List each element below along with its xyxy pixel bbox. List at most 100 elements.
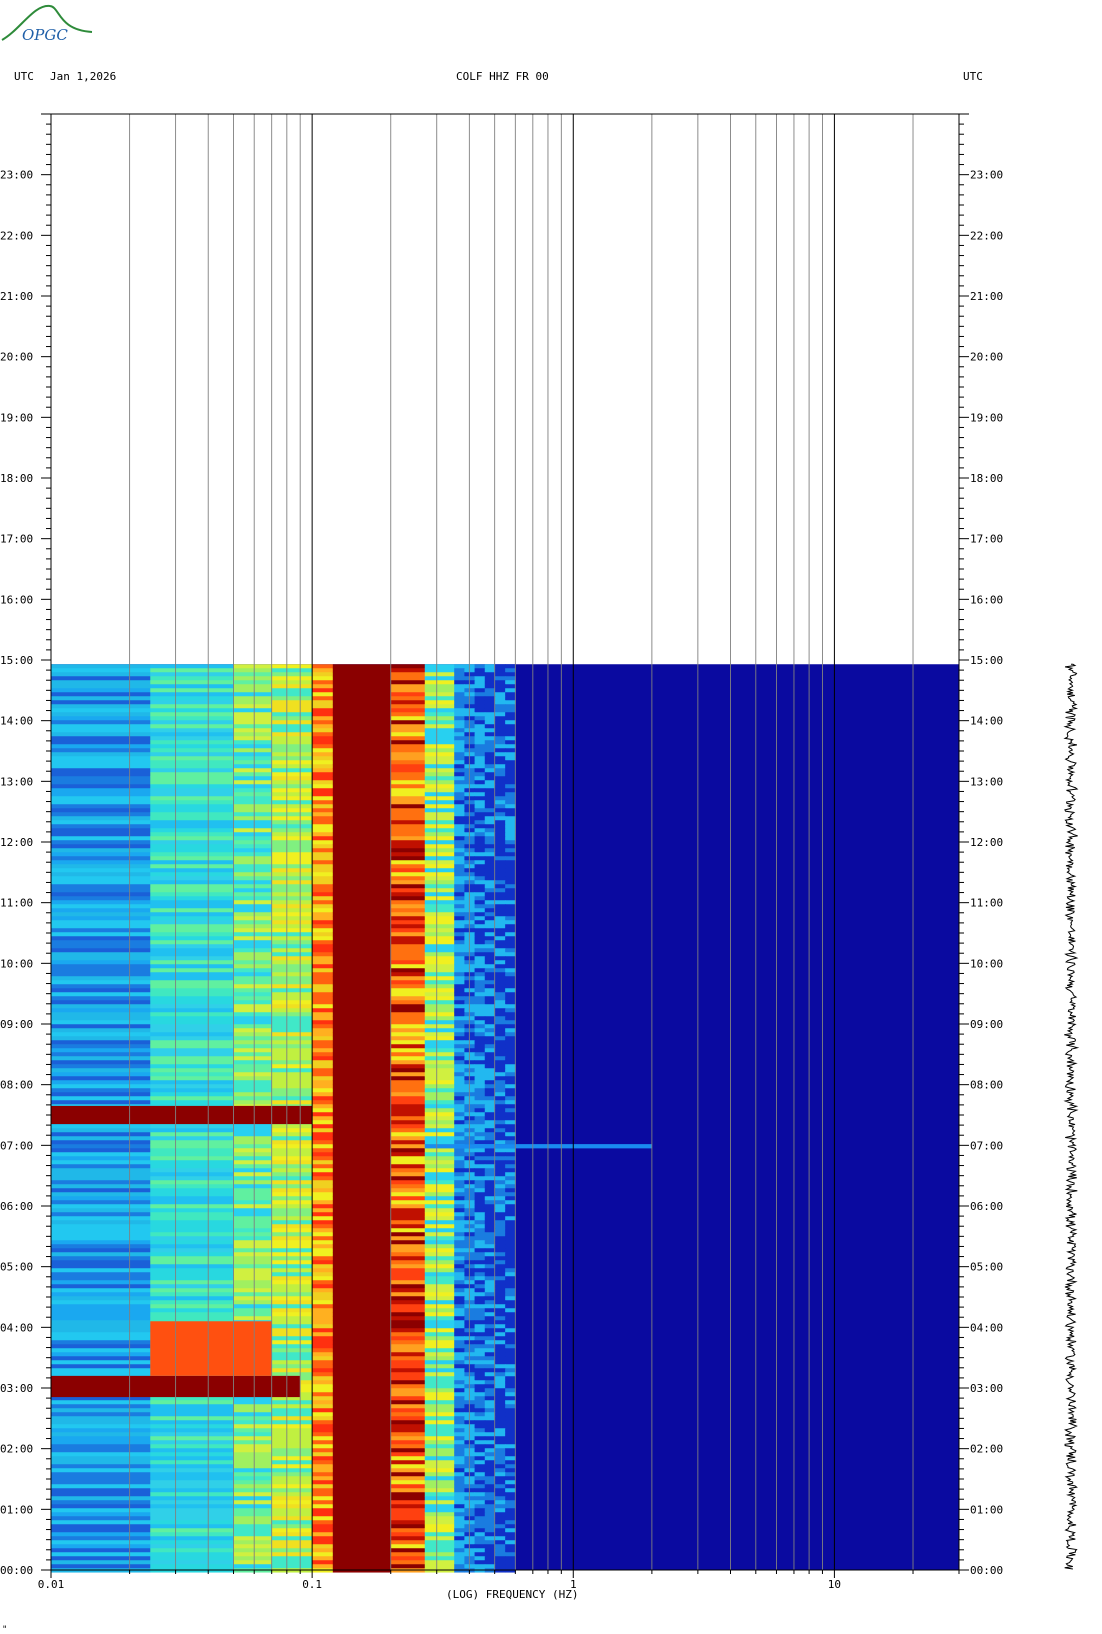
heatmap-cell: [424, 808, 455, 813]
heatmap-cell: [494, 1212, 506, 1217]
heatmap-cell: [494, 1348, 506, 1353]
heatmap-cell: [494, 1216, 506, 1221]
heatmap-cell: [474, 704, 486, 709]
heatmap-cell: [150, 1072, 234, 1077]
heatmap-cell: [390, 1432, 426, 1437]
heatmap-cell: [390, 1404, 426, 1409]
heatmap-cell: [474, 836, 486, 841]
heatmap-cell: [390, 876, 426, 881]
heatmap-cell: [312, 816, 334, 821]
heatmap-cell: [150, 1012, 234, 1017]
heatmap-cell: [424, 1308, 455, 1313]
heatmap-cell: [505, 1072, 516, 1077]
heatmap-cell: [332, 676, 392, 681]
heatmap-cell: [271, 1060, 313, 1065]
heatmap-cell: [51, 1128, 151, 1133]
heatmap-cell: [390, 1076, 426, 1081]
heatmap-cell: [454, 1036, 465, 1041]
heatmap-cell: [390, 908, 426, 913]
heatmap-cell: [312, 1020, 334, 1025]
heatmap-cell: [424, 776, 455, 781]
heatmap-cell: [505, 892, 516, 897]
heatmap-cell: [271, 1560, 313, 1565]
heatmap-cell: [474, 1184, 486, 1189]
heatmap-cell: [454, 904, 465, 909]
heatmap-cell: [484, 852, 496, 857]
heatmap-cell: [332, 1048, 392, 1053]
heatmap-cell: [424, 1528, 455, 1533]
heatmap-cell: [271, 1088, 313, 1093]
heatmap-cell: [312, 1332, 334, 1337]
heatmap-cell: [312, 696, 334, 701]
heatmap-cell: [390, 1172, 426, 1177]
heatmap-cell: [150, 1232, 234, 1237]
heatmap-cell: [454, 1368, 465, 1373]
heatmap-cell: [51, 980, 151, 985]
heatmap-cell: [505, 768, 516, 773]
heatmap-cell: [505, 1456, 516, 1461]
heatmap-cell: [505, 776, 516, 781]
heatmap-cell: [150, 968, 234, 973]
heatmap-cell: [424, 792, 455, 797]
heatmap-cell: [51, 1200, 151, 1205]
heatmap-cell: [332, 1076, 392, 1081]
heatmap-cell: [424, 892, 455, 897]
heatmap-cell: [150, 784, 234, 789]
heatmap-cell: [233, 788, 272, 793]
heatmap-cell: [312, 1076, 334, 1081]
heatmap-cell: [233, 1060, 272, 1065]
heatmap-cell: [271, 1336, 313, 1341]
heatmap-cell: [454, 1004, 465, 1009]
heatmap-cell: [51, 1372, 151, 1377]
heatmap-cell: [271, 1340, 313, 1345]
heatmap-cell: [494, 992, 506, 997]
heatmap-cell: [474, 884, 486, 889]
heatmap-cell: [312, 728, 334, 733]
heatmap-cell: [454, 1284, 465, 1289]
heatmap-cell: [424, 1508, 455, 1513]
heatmap-cell: [454, 984, 465, 989]
heatmap-cell: [484, 1224, 496, 1229]
heatmap-cell: [454, 852, 465, 857]
heatmap-cell: [332, 888, 392, 893]
heatmap-cell: [494, 1488, 506, 1493]
heatmap-cell: [51, 1240, 151, 1245]
heatmap-cell: [454, 1544, 465, 1549]
heatmap-cell: [271, 1036, 313, 1041]
heatmap-cell: [233, 868, 272, 873]
heatmap-cell: [332, 1552, 392, 1557]
heatmap-cell: [332, 1304, 392, 1309]
heatmap-cell: [484, 1412, 496, 1417]
heatmap-cell: [505, 748, 516, 753]
heatmap-cell: [332, 796, 392, 801]
heatmap-cell: [312, 1392, 334, 1397]
heatmap-cell: [424, 904, 455, 909]
heatmap-cell: [332, 1080, 392, 1085]
heatmap-cell: [233, 912, 272, 917]
heatmap-cell: [494, 864, 506, 869]
heatmap-cell: [454, 1328, 465, 1333]
heatmap-cell: [271, 768, 313, 773]
heatmap-cell: [494, 1124, 506, 1129]
heatmap-cell: [233, 664, 272, 669]
heatmap-cell: [312, 1540, 334, 1545]
heatmap-cell: [484, 1316, 496, 1321]
heatmap-cell: [505, 1212, 516, 1217]
heatmap-cell: [454, 1316, 465, 1321]
heatmap-cell: [474, 1544, 486, 1549]
heatmap-cell: [494, 1384, 506, 1389]
heatmap-cell: [390, 1468, 426, 1473]
header-date: Jan 1,2026: [50, 70, 116, 83]
heatmap-cell: [494, 1164, 506, 1169]
heatmap-cell: [332, 1272, 392, 1277]
heatmap-cell: [474, 764, 486, 769]
heatmap-cell: [494, 812, 506, 817]
heatmap-cell: [505, 932, 516, 937]
heatmap-cell: [494, 1360, 506, 1365]
heatmap-cell: [312, 852, 334, 857]
heatmap-cell: [332, 1212, 392, 1217]
heatmap-cell: [271, 1360, 313, 1365]
heatmap-cell: [271, 680, 313, 685]
heatmap-cell: [484, 1404, 496, 1409]
heatmap-cell: [424, 1196, 455, 1201]
